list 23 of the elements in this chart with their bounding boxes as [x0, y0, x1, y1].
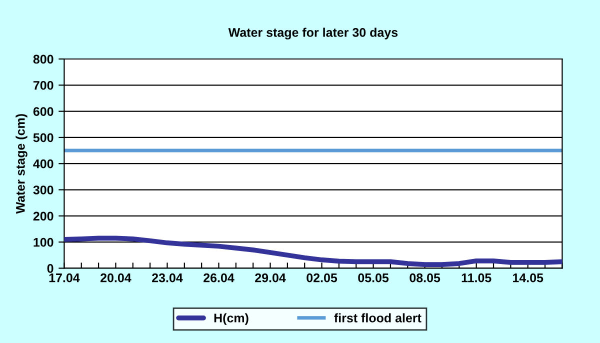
x-tick-label: 17.04 [49, 273, 80, 282]
legend-label: H(cm) [214, 313, 248, 325]
y-tick-label: 0 [47, 264, 54, 273]
x-tick-label: 02.05 [306, 273, 338, 282]
y-axis-title: Water stage (cm) [16, 114, 28, 214]
y-tick-label: 400 [33, 159, 54, 168]
x-tick-label: 14.05 [513, 273, 544, 282]
y-tick-label: 100 [34, 238, 54, 247]
y-tick-label: 600 [33, 107, 54, 116]
y-tick-label: 300 [33, 186, 54, 194]
y-tick-label: 500 [33, 133, 54, 142]
x-tick-label: 26.04 [204, 273, 234, 282]
y-tick-label: 200 [33, 212, 54, 221]
x-tick-label: 05.05 [358, 273, 389, 282]
x-tick-label: 11.05 [462, 273, 492, 282]
legend-label: first flood alert [334, 313, 422, 322]
chart-title: Water stage for later 30 days [228, 28, 398, 40]
x-tick-label: 08.05 [410, 273, 440, 282]
y-tick-label: 700 [33, 80, 54, 90]
x-tick-label: 29.04 [255, 273, 286, 282]
y-tick-label: 800 [33, 54, 54, 64]
x-tick-label: 23.04 [152, 273, 183, 282]
x-tick-label: 20.04 [100, 273, 132, 282]
